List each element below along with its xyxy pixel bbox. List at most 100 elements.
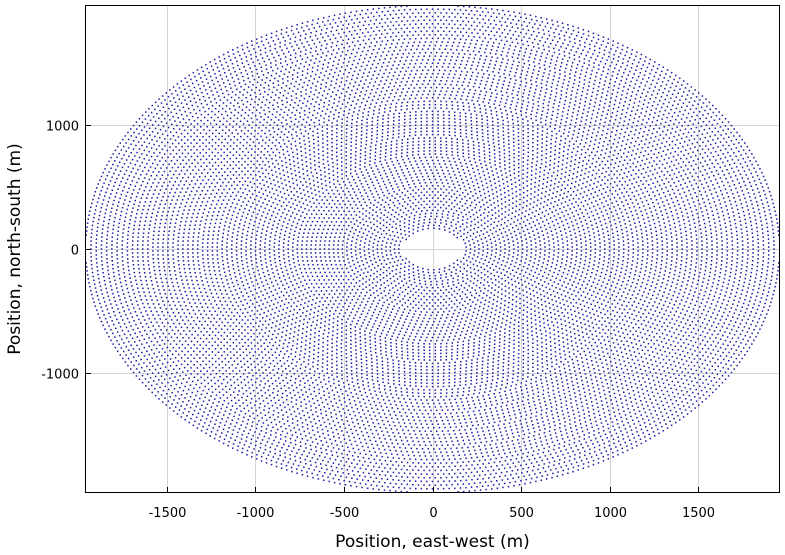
data-point [434, 153, 437, 155]
data-point [345, 147, 347, 149]
data-point [428, 150, 431, 152]
data-point [471, 294, 473, 297]
data-point [308, 217, 311, 219]
data-point [277, 301, 279, 304]
data-point [434, 218, 436, 221]
data-point [405, 257, 407, 260]
data-point [618, 250, 620, 252]
data-point [285, 312, 287, 314]
data-point [588, 234, 591, 237]
data-point [251, 186, 253, 189]
data-point [327, 192, 330, 195]
data-point [513, 331, 515, 334]
data-point [483, 174, 486, 177]
data-point [283, 192, 286, 195]
data-point [488, 341, 491, 343]
data-point [240, 205, 243, 207]
data-point [582, 205, 585, 207]
data-point [420, 120, 423, 123]
data-point [412, 167, 414, 169]
data-point [462, 347, 464, 349]
data-point [326, 152, 329, 154]
data-point [328, 240, 331, 242]
data-point [448, 117, 450, 120]
data-point [462, 327, 464, 329]
data-point [570, 238, 573, 240]
data-point [531, 326, 533, 328]
data-point [336, 332, 339, 335]
data-point [321, 308, 324, 311]
data-point [521, 226, 523, 229]
data-point [461, 291, 464, 293]
data-point [373, 204, 375, 206]
data-point [487, 270, 489, 273]
data-point [379, 222, 381, 224]
data-point [321, 264, 323, 266]
data-point [393, 113, 395, 115]
data-point [502, 127, 504, 129]
data-point [290, 328, 292, 330]
data-point [565, 219, 567, 221]
data-point [313, 349, 315, 351]
data-point [367, 324, 369, 326]
data-point [469, 291, 472, 294]
data-point [459, 302, 461, 304]
data-point [567, 282, 569, 285]
data-point [475, 284, 478, 287]
data-point [576, 171, 579, 173]
data-point [452, 338, 455, 341]
data-point [370, 227, 372, 229]
data-point [309, 183, 311, 185]
data-point [385, 233, 388, 235]
data-point [448, 134, 451, 136]
data-point [605, 296, 607, 298]
data-point [572, 173, 575, 175]
data-point [586, 283, 589, 286]
data-point [576, 325, 579, 327]
data-point [409, 128, 411, 130]
data-point [503, 343, 506, 346]
data-point [606, 213, 609, 215]
data-point [408, 265, 410, 267]
data-point [564, 201, 567, 203]
data-point [350, 323, 352, 326]
data-point [517, 124, 519, 126]
data-point [398, 126, 400, 128]
data-point [440, 188, 442, 190]
data-point [528, 273, 531, 275]
data-point [434, 389, 437, 391]
data-point [493, 259, 495, 262]
data-point [582, 336, 584, 338]
data-point [486, 123, 489, 125]
data-point [296, 244, 299, 246]
data-point [475, 378, 478, 381]
data-point [564, 142, 566, 144]
data-point [371, 135, 373, 137]
data-point [625, 199, 627, 201]
data-point [594, 209, 597, 211]
data-point [287, 176, 289, 178]
data-point [626, 230, 628, 233]
data-point [255, 217, 257, 219]
data-point [286, 204, 288, 207]
data-point [381, 297, 384, 299]
data-point [511, 289, 514, 291]
data-point [265, 234, 267, 236]
data-point [408, 269, 410, 271]
data-point [442, 286, 444, 288]
data-point [232, 264, 234, 266]
data-point [466, 316, 468, 319]
data-point [365, 210, 367, 212]
data-point [332, 244, 335, 246]
data-point [536, 356, 539, 358]
data-point [393, 248, 396, 250]
data-point [300, 150, 302, 153]
data-point [527, 155, 529, 158]
data-point [602, 215, 604, 217]
data-point [396, 159, 399, 162]
data-point [493, 269, 495, 271]
data-point [440, 140, 442, 142]
data-point [503, 152, 506, 155]
data-point [350, 160, 352, 163]
data-point [286, 189, 289, 191]
